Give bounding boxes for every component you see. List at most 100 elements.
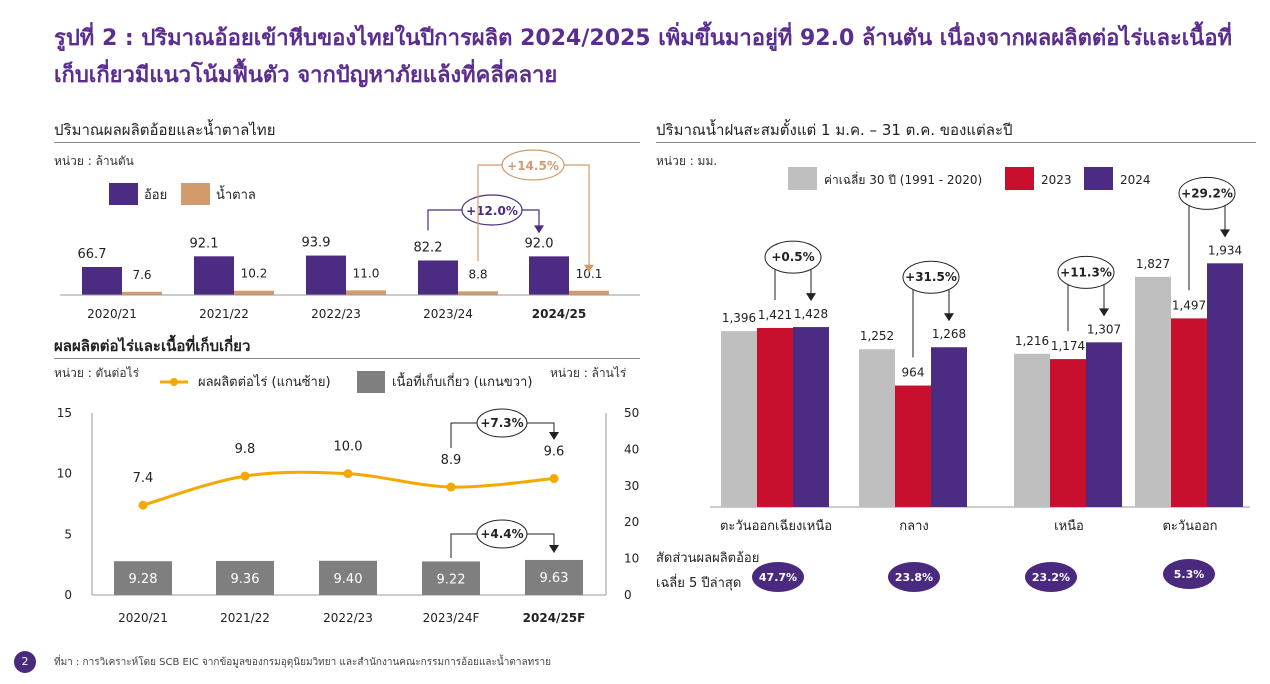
- rain-value-label: 1,252: [860, 329, 894, 343]
- sugar-value-label: 8.8: [468, 267, 487, 281]
- yield-value-label: 9.8: [235, 442, 256, 457]
- rain-growth-bubble: [902, 260, 960, 294]
- share-value: 23.8%: [895, 571, 933, 584]
- rain-growth-bubble: [764, 240, 822, 274]
- x-tick-label: 2021/22: [220, 611, 270, 625]
- y-right-tick-label: 40: [624, 442, 639, 456]
- legend-swatch-sugar: [181, 183, 210, 205]
- x-tick-label: 2024/25F: [523, 611, 586, 625]
- legend-swatch: [788, 167, 817, 190]
- rain-value-label: 1,216: [1015, 334, 1049, 348]
- yield-chart-title: ผลผลิตต่อไร่และเนื้อที่เก็บเกี่ยว: [54, 337, 251, 355]
- rain-bar: [1207, 263, 1243, 507]
- sugar-bar: [234, 290, 274, 295]
- legend-swatch-cane: [109, 183, 138, 205]
- legend-label-area: เนื้อที่เก็บเกี่ยว (แกนขวา): [392, 372, 532, 390]
- rainfall-chart: ค่าเฉลี่ย 30 ปี (1991 - 2020) 2023 2024 1,3…: [710, 167, 1250, 592]
- share-bubble: [1163, 559, 1215, 589]
- yield-unit-left: หน่วย : ตันต่อไร่: [54, 366, 140, 380]
- cane-sugar-chart: อ้อย น้ำตาล 66.7 7.6 2020/21 92.1 10.2 2021/22 9…: [60, 149, 640, 321]
- rain-value-label: 1,174: [1051, 339, 1085, 353]
- page-title: รูปที่ 2 : ปริมาณอ้อยเข้าหีบของไทยในปีกา…: [54, 26, 1233, 88]
- cane-bar: [418, 260, 458, 295]
- cane-chart-title: ปริมาณผลผลิตอ้อยและน้ำตาลไทย: [54, 121, 276, 139]
- cane-value-label: 82.2: [414, 240, 443, 255]
- yield-point: [240, 471, 250, 481]
- share-label: สัดส่วนผลผลิตอ้อยเฉลี่ย 5 ปีล่าสุด: [656, 551, 760, 591]
- rain-growth-arrowhead: [944, 313, 954, 322]
- cane-growth-label: +12.0%: [466, 204, 518, 218]
- rain-bar: [1171, 318, 1207, 507]
- y-right-tick-label: 20: [624, 515, 639, 529]
- area-value-label: 9.36: [231, 572, 260, 587]
- yield-value-label: 7.4: [133, 471, 154, 486]
- x-tick-label: 2020/21: [87, 307, 137, 321]
- sugar-bar: [346, 290, 386, 295]
- y-right-tick-label: 50: [624, 406, 639, 420]
- area-bar: [216, 560, 274, 595]
- rain-value-label: 1,827: [1136, 257, 1170, 271]
- rain-bar: [1135, 276, 1171, 507]
- rain-unit-label: หน่วย : มม.: [656, 154, 718, 168]
- rain-value-label: 1,428: [794, 307, 828, 321]
- rain-bar: [895, 385, 931, 507]
- rain-value-label: 1,268: [932, 327, 966, 341]
- x-tick-label: 2023/24F: [423, 611, 480, 625]
- x-tick-label: 2023/24: [423, 307, 473, 321]
- y-left-tick-label: 0: [64, 588, 72, 602]
- yield-growth-label: +7.3%: [480, 416, 523, 430]
- area-bar: [422, 561, 480, 595]
- y-right-tick-label: 30: [624, 479, 639, 493]
- sugar-growth-arrowhead: [584, 264, 594, 273]
- cane-bar: [194, 256, 234, 295]
- y-left-tick-label: 15: [57, 406, 72, 420]
- rain-value-label: 1,934: [1208, 243, 1242, 257]
- legend-label: ค่าเฉลี่ย 30 ปี (1991 - 2020): [824, 171, 982, 187]
- rain-bar: [721, 331, 757, 507]
- x-tick-label: 2024/25: [532, 307, 586, 321]
- cane-value-label: 93.9: [302, 236, 331, 251]
- sugar-bar: [569, 290, 609, 295]
- rain-value-label: 1,421: [758, 308, 792, 322]
- x-tick-label: 2021/22: [199, 307, 249, 321]
- yield-point: [343, 469, 353, 479]
- cane-growth-arrowhead: [534, 225, 544, 234]
- yield-unit-right: หน่วย : ล้านไร่: [550, 366, 627, 380]
- x-tick-label: ตะวันออกเฉียงเหนือ: [720, 518, 832, 534]
- cane-bar: [82, 266, 122, 295]
- rain-bar: [1014, 353, 1050, 507]
- rain-growth-arrowhead: [806, 293, 816, 302]
- rain-growth-bubble: [1178, 176, 1236, 210]
- x-tick-label: 2020/21: [118, 611, 168, 625]
- rain-growth-label: +31.5%: [905, 270, 957, 284]
- area-growth-bubble: [476, 519, 528, 549]
- rain-bar: [793, 327, 829, 507]
- cane-unit-label: หน่วย : ล้านตัน: [54, 154, 134, 168]
- rain-growth-label: +29.2%: [1181, 186, 1233, 200]
- rain-bar: [859, 349, 895, 507]
- share-value: 23.2%: [1032, 571, 1070, 584]
- cane-growth-bubble: [461, 194, 523, 226]
- sugar-value-label: 7.6: [132, 268, 151, 282]
- legend-label-yield: ผลผลิตต่อไร่ (แกนซ้าย): [198, 374, 331, 390]
- area-value-label: 9.22: [437, 572, 466, 587]
- rain-growth-arrowhead: [1220, 229, 1230, 238]
- cane-value-label: 92.1: [190, 236, 219, 251]
- rain-bar: [757, 327, 793, 507]
- area-bar: [525, 559, 583, 595]
- rain-growth-bubble: [1057, 255, 1115, 289]
- area-bar: [319, 560, 377, 595]
- rain-value-label: 964: [902, 366, 925, 380]
- x-tick-label: ตะวันออก: [1162, 519, 1217, 534]
- x-tick-label: 2022/23: [311, 307, 361, 321]
- yield-area-chart: ผลผลิตต่อไร่ (แกนซ้าย) เนื้อที่เก็บเกี่ยว…: [57, 371, 639, 625]
- area-growth-label: +4.4%: [480, 527, 523, 541]
- legend-swatch: [1005, 167, 1034, 190]
- source-note: ที่มา : การวิเคราะห์โดย SCB EIC จากข้อมู…: [54, 657, 552, 668]
- rain-growth-label: +11.3%: [1060, 265, 1112, 279]
- rain-bar: [1086, 342, 1122, 507]
- x-tick-label: เหนือ: [1054, 518, 1084, 534]
- sugar-bar: [458, 291, 498, 295]
- cane-bar: [306, 255, 346, 295]
- cane-value-label: 66.7: [78, 247, 107, 262]
